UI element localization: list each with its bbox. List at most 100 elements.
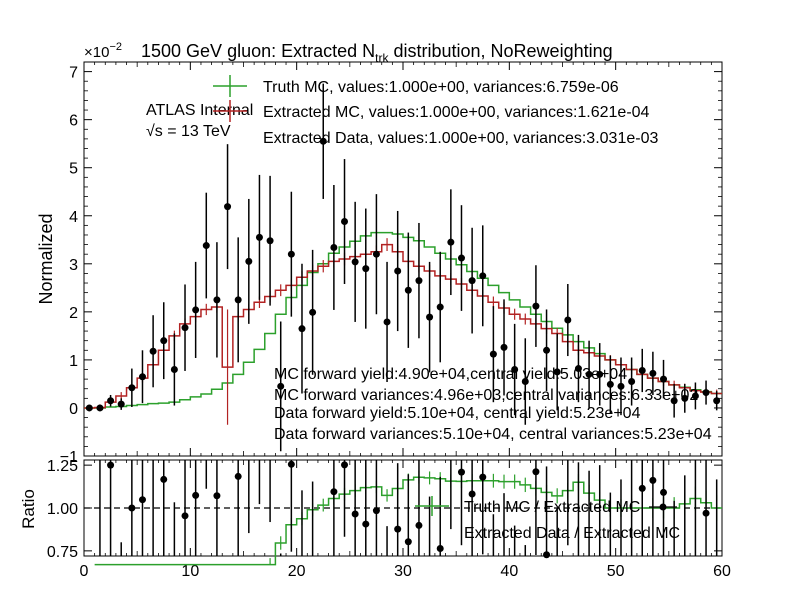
y-tick-label: −1 [60,449,78,466]
data-ratio-point [404,538,412,546]
data-point [660,375,668,383]
legend-extracted-data: Extracted Data, values:1.000e+00, varian… [263,130,658,147]
data-ratio-point [702,509,710,517]
x-tick-label: 30 [394,563,412,580]
data-point [670,397,678,405]
data-point [691,392,699,400]
data-point [85,404,93,412]
legend-truth-mc: Truth MC, values:1.000e+00, variances:6.… [263,79,619,96]
data-point [479,272,487,280]
data-ratio-point [160,475,168,483]
data-point [128,384,136,392]
y-axis-label: Normalized [36,213,56,304]
data-ratio-point [213,492,221,500]
ratio-y-tick-label: 0.75 [47,544,78,561]
data-ratio-point [372,507,380,515]
data-point [383,318,391,326]
data-point [266,237,274,245]
data-ratio-point [532,468,540,476]
ratio-legend-data: Extracted Data / Extracted MC [464,525,680,542]
data-point [436,303,444,311]
data-ratio-point [181,512,189,520]
data-point [234,296,242,304]
y-tick-label: 3 [69,257,78,274]
data-ratio-point [649,476,657,484]
data-point [149,347,157,355]
data-ratio-point [468,490,476,498]
extracted-data-points [85,83,721,452]
data-ratio-point [362,520,370,528]
data-point [117,400,125,408]
data-point [170,366,178,374]
y-tick-label: 2 [69,305,78,322]
data-point [606,380,614,388]
data-point [489,350,497,358]
data-point [319,137,327,145]
data-ratio-point [287,460,295,468]
data-point [521,378,529,386]
y-tick-label: 4 [69,209,78,226]
data-point [298,325,306,333]
data-ratio-point [394,525,402,533]
data-point [372,250,380,258]
data-point [341,218,349,226]
ratio-legend-truth: Truth MC / Extracted MC [464,499,640,516]
data-point [713,397,721,405]
energy-label: √s = 13 TeV [146,123,231,140]
data-point [447,238,455,246]
data-point [330,243,338,251]
data-point [628,378,636,386]
data-point [213,296,221,304]
data-point [468,277,476,285]
data-point [702,389,710,397]
data-point [351,258,359,266]
data-point [415,277,423,285]
y-tick-label: 6 [69,113,78,130]
data-point [309,308,317,316]
ratio-legend: Truth MC / Extracted MC Extracted Data /… [415,496,680,542]
data-point [202,242,210,250]
chart-title: 1500 GeV gluon: Extracted Ntrk distribut… [141,41,613,65]
annotation-mc-variances: MC forward variances:4.96e+03,central va… [274,387,698,404]
data-point [543,346,551,354]
data-point [617,382,625,390]
data-ratio-point [457,468,465,476]
data-ratio-point [638,484,646,492]
data-point [500,343,508,351]
data-point [553,368,561,376]
x-tick-label: 50 [607,563,625,580]
data-point [564,316,572,324]
data-point [277,382,285,390]
y-tick-label: 1 [69,353,78,370]
data-point [160,337,168,345]
data-point [585,370,593,378]
y-tick-label: 0 [69,401,78,418]
data-point [511,366,519,374]
data-ratio-point [330,488,338,496]
data-point [394,267,402,275]
data-point [192,306,200,314]
data-point [245,257,253,265]
data-point [96,404,104,412]
y-exponent-label: ×10−2 [84,41,122,61]
y-tick-label: 7 [69,65,78,82]
extracted-mc-line [84,243,722,409]
annotation-data-variances: Data forward variances:5.10e+04, central… [274,426,712,443]
data-point [255,233,263,241]
legend-extracted-mc: Extracted MC, values:1.000e+00, variance… [263,104,650,121]
data-point [287,250,295,258]
data-ratio-point [415,521,423,529]
annotation-mc-yield: MC forward yield:4.90e+04,central yield:… [274,366,627,383]
y-tick-label: 5 [69,161,78,178]
data-ratio-point [351,510,359,518]
data-point [362,265,370,273]
ratio-y-tick-label: 1.00 [47,501,78,518]
data-ratio-point [543,551,551,559]
data-ratio-point [436,545,444,553]
x-tick-label: 60 [713,563,731,580]
data-point [107,397,115,405]
data-ratio-point [660,488,668,496]
data-point [574,365,582,373]
x-tick-label: 40 [500,563,518,580]
